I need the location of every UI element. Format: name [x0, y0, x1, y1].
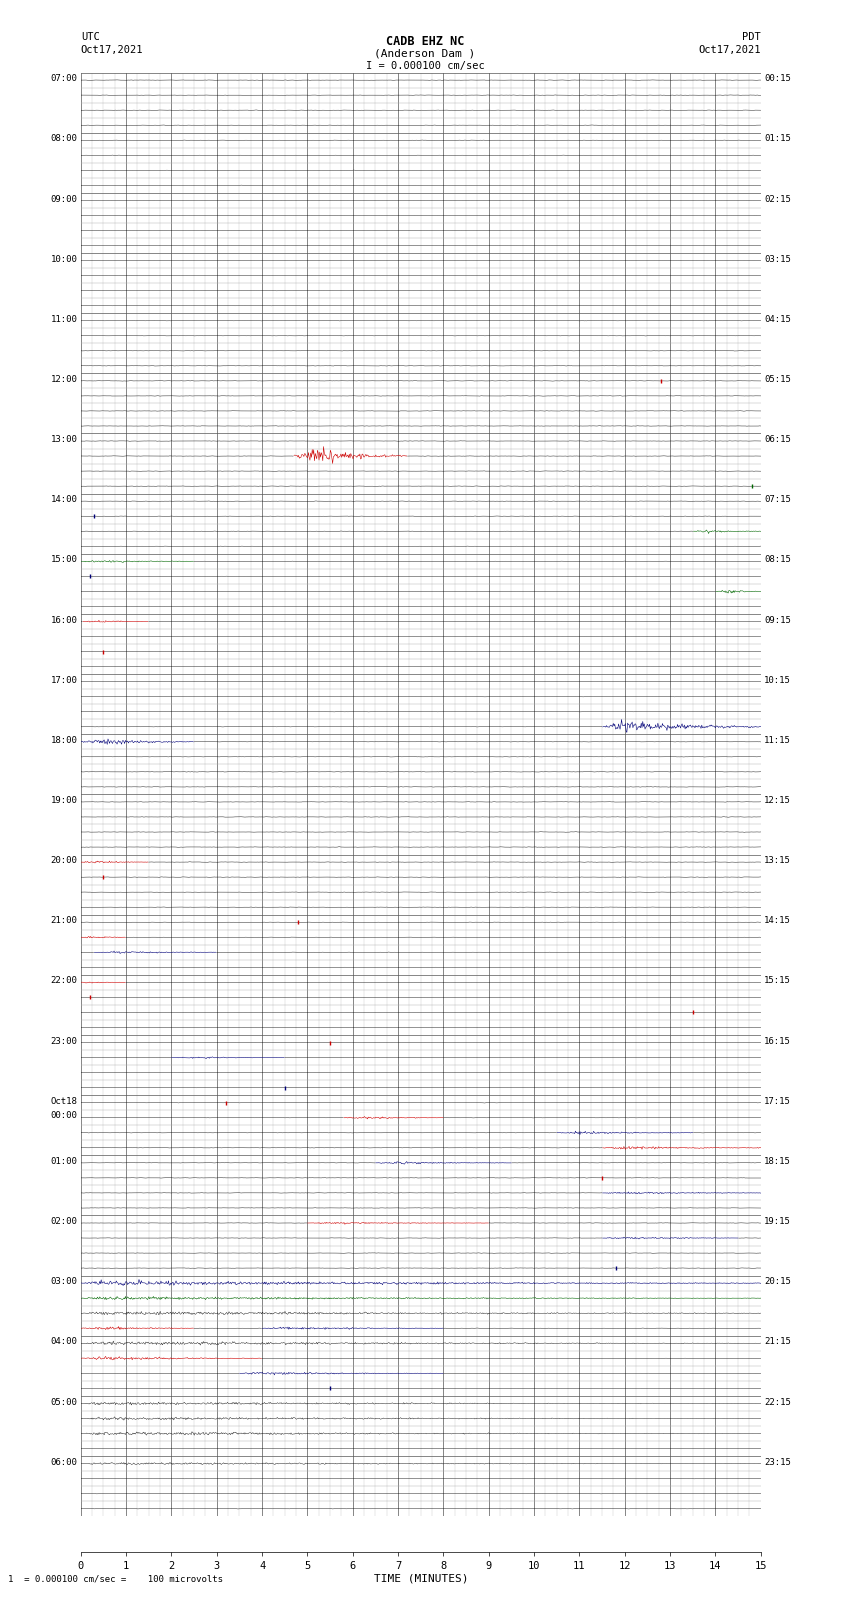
Text: 01:15: 01:15	[764, 134, 791, 144]
Text: 02:15: 02:15	[764, 195, 791, 203]
Text: 08:15: 08:15	[764, 555, 791, 565]
Text: 03:00: 03:00	[50, 1277, 77, 1286]
Text: 00:00: 00:00	[50, 1111, 77, 1121]
Text: 08:00: 08:00	[50, 134, 77, 144]
Text: 20:15: 20:15	[764, 1277, 791, 1286]
Text: I = 0.000100 cm/sec: I = 0.000100 cm/sec	[366, 61, 484, 71]
Text: 06:00: 06:00	[50, 1458, 77, 1466]
Text: 07:00: 07:00	[50, 74, 77, 84]
Text: 18:00: 18:00	[50, 736, 77, 745]
Text: 17:00: 17:00	[50, 676, 77, 684]
Text: 21:00: 21:00	[50, 916, 77, 926]
Text: 03:15: 03:15	[764, 255, 791, 263]
Text: 00:15: 00:15	[764, 74, 791, 84]
Text: 01:00: 01:00	[50, 1157, 77, 1166]
Text: 22:15: 22:15	[764, 1397, 791, 1407]
Text: 15:00: 15:00	[50, 555, 77, 565]
Text: 09:15: 09:15	[764, 616, 791, 624]
Text: 20:00: 20:00	[50, 857, 77, 865]
Text: 11:15: 11:15	[764, 736, 791, 745]
Text: 19:00: 19:00	[50, 795, 77, 805]
Text: 21:15: 21:15	[764, 1337, 791, 1347]
Text: Oct18: Oct18	[50, 1097, 77, 1107]
Text: 13:00: 13:00	[50, 436, 77, 444]
Text: 07:15: 07:15	[764, 495, 791, 505]
Text: 10:00: 10:00	[50, 255, 77, 263]
Text: 18:15: 18:15	[764, 1157, 791, 1166]
Text: 23:00: 23:00	[50, 1037, 77, 1045]
Text: 02:00: 02:00	[50, 1218, 77, 1226]
Text: 13:15: 13:15	[764, 857, 791, 865]
Text: 11:00: 11:00	[50, 315, 77, 324]
Text: CADB EHZ NC: CADB EHZ NC	[386, 35, 464, 48]
Text: 19:15: 19:15	[764, 1218, 791, 1226]
Text: Oct17,2021: Oct17,2021	[698, 45, 761, 55]
Text: 12:15: 12:15	[764, 795, 791, 805]
Text: 10:15: 10:15	[764, 676, 791, 684]
Text: 05:15: 05:15	[764, 374, 791, 384]
Text: 04:00: 04:00	[50, 1337, 77, 1347]
Text: UTC: UTC	[81, 32, 99, 42]
Text: 1  = 0.000100 cm/sec =    100 microvolts: 1 = 0.000100 cm/sec = 100 microvolts	[8, 1574, 224, 1584]
Text: 23:15: 23:15	[764, 1458, 791, 1466]
Text: 15:15: 15:15	[764, 976, 791, 986]
Text: 04:15: 04:15	[764, 315, 791, 324]
Text: 17:15: 17:15	[764, 1097, 791, 1107]
Text: 06:15: 06:15	[764, 436, 791, 444]
Text: 22:00: 22:00	[50, 976, 77, 986]
Text: 16:15: 16:15	[764, 1037, 791, 1045]
Text: 05:00: 05:00	[50, 1397, 77, 1407]
Text: 12:00: 12:00	[50, 374, 77, 384]
Text: 14:00: 14:00	[50, 495, 77, 505]
Text: PDT: PDT	[742, 32, 761, 42]
Text: 16:00: 16:00	[50, 616, 77, 624]
Text: Oct17,2021: Oct17,2021	[81, 45, 144, 55]
Text: 14:15: 14:15	[764, 916, 791, 926]
Text: 09:00: 09:00	[50, 195, 77, 203]
X-axis label: TIME (MINUTES): TIME (MINUTES)	[373, 1574, 468, 1584]
Text: (Anderson Dam ): (Anderson Dam )	[374, 48, 476, 58]
